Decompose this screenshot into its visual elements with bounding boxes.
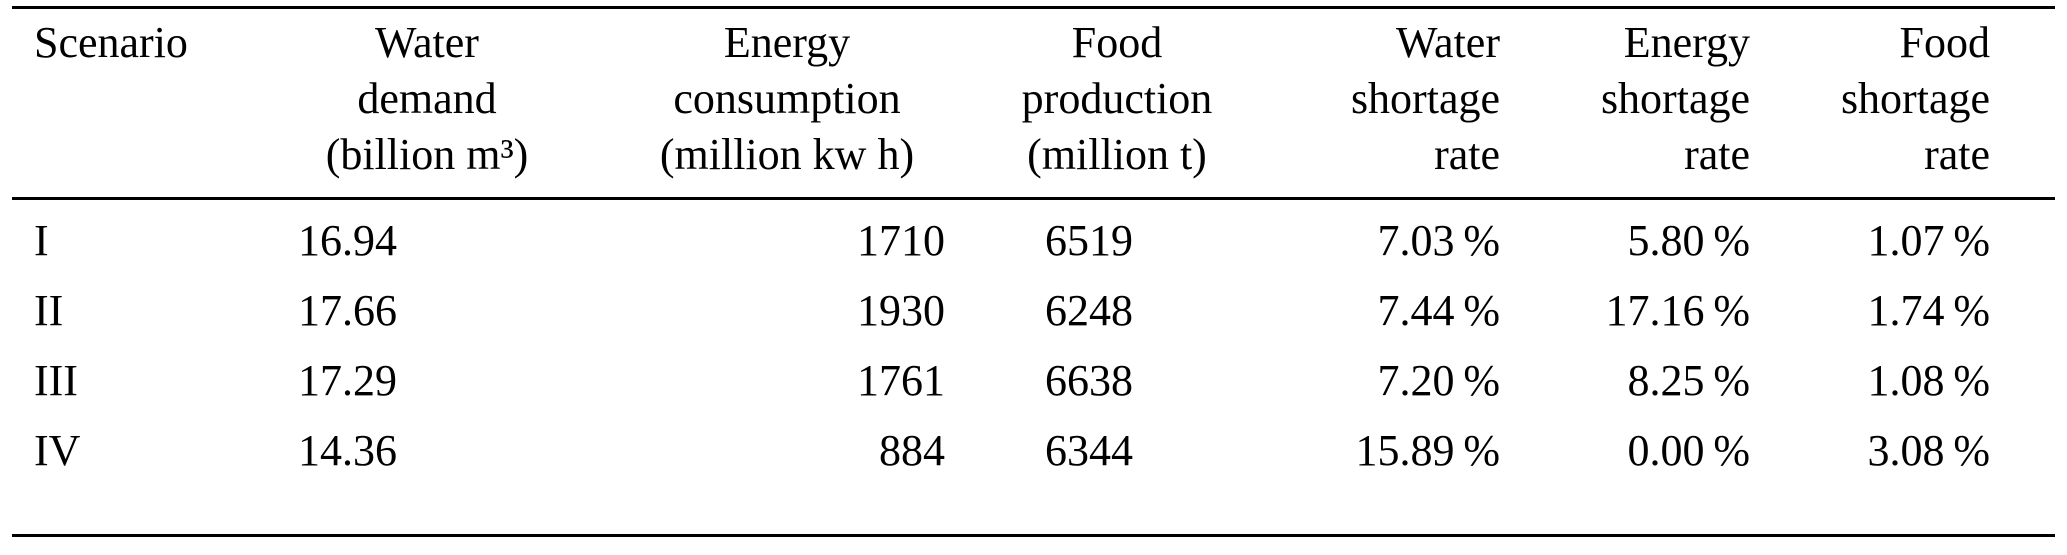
- cell-energy-consumption: 1710: [857, 216, 945, 265]
- table-row: IV 14.36 884 6344 15.89 % 0.00 % 3.08 %: [12, 416, 2055, 536]
- cell-scenario: IV: [34, 426, 81, 475]
- cell-energy-consumption: 1930: [857, 286, 945, 335]
- cell-water-shortage-rate: 7.03 %: [1377, 216, 1500, 265]
- cell-energy-shortage-rate: 17.16 %: [1605, 286, 1750, 335]
- cell-energy-shortage-rate: 8.25 %: [1627, 356, 1750, 405]
- cell-water-demand: 17.29: [298, 356, 397, 405]
- header-food-production: Food production (million t): [982, 7, 1252, 200]
- cell-food-production: 6638: [1045, 356, 1133, 405]
- table-row: II 17.66 1930 6248 7.44 % 17.16 % 1.74 %: [12, 276, 2055, 346]
- header-water-shortage-rate: Water shortage rate: [1252, 7, 1522, 200]
- cell-food-shortage-rate: 3.08 %: [1867, 426, 1990, 475]
- header-food-shortage-rate: Food shortage rate: [1782, 7, 2055, 200]
- cell-scenario: II: [34, 286, 64, 335]
- header-water-demand: Water demand (billion m³): [262, 7, 592, 200]
- table-row: I 16.94 1710 6519 7.03 % 5.80 % 1.07 %: [12, 199, 2055, 277]
- cell-food-production: 6519: [1045, 216, 1133, 265]
- cell-water-demand: 17.66: [298, 286, 397, 335]
- header-energy-consumption: Energy consumption (million kw h): [592, 7, 982, 200]
- cell-energy-consumption: 884: [879, 426, 945, 475]
- cell-scenario: I: [34, 216, 49, 265]
- cell-scenario: III: [34, 356, 78, 405]
- cell-energy-consumption: 1761: [857, 356, 945, 405]
- scenario-results-table: Scenario Water demand (billion m³) Energ…: [12, 6, 2055, 537]
- cell-food-shortage-rate: 1.74 %: [1867, 286, 1990, 335]
- cell-water-shortage-rate: 7.44 %: [1377, 286, 1500, 335]
- table-row: III 17.29 1761 6638 7.20 % 8.25 % 1.08 %: [12, 346, 2055, 416]
- cell-food-production: 6248: [1045, 286, 1133, 335]
- cell-water-demand: 14.36: [298, 426, 397, 475]
- cell-water-shortage-rate: 15.89 %: [1355, 426, 1500, 475]
- cell-energy-shortage-rate: 0.00 %: [1627, 426, 1750, 475]
- cell-food-shortage-rate: 1.08 %: [1867, 356, 1990, 405]
- cell-food-shortage-rate: 1.07 %: [1867, 216, 1990, 265]
- cell-food-production: 6344: [1045, 426, 1133, 475]
- cell-water-demand: 16.94: [298, 216, 397, 265]
- cell-energy-shortage-rate: 5.80 %: [1627, 216, 1750, 265]
- header-scenario: Scenario: [12, 7, 262, 200]
- cell-water-shortage-rate: 7.20 %: [1377, 356, 1500, 405]
- header-energy-shortage-rate: Energy shortage rate: [1522, 7, 1782, 200]
- header-row: Scenario Water demand (billion m³) Energ…: [12, 7, 2055, 200]
